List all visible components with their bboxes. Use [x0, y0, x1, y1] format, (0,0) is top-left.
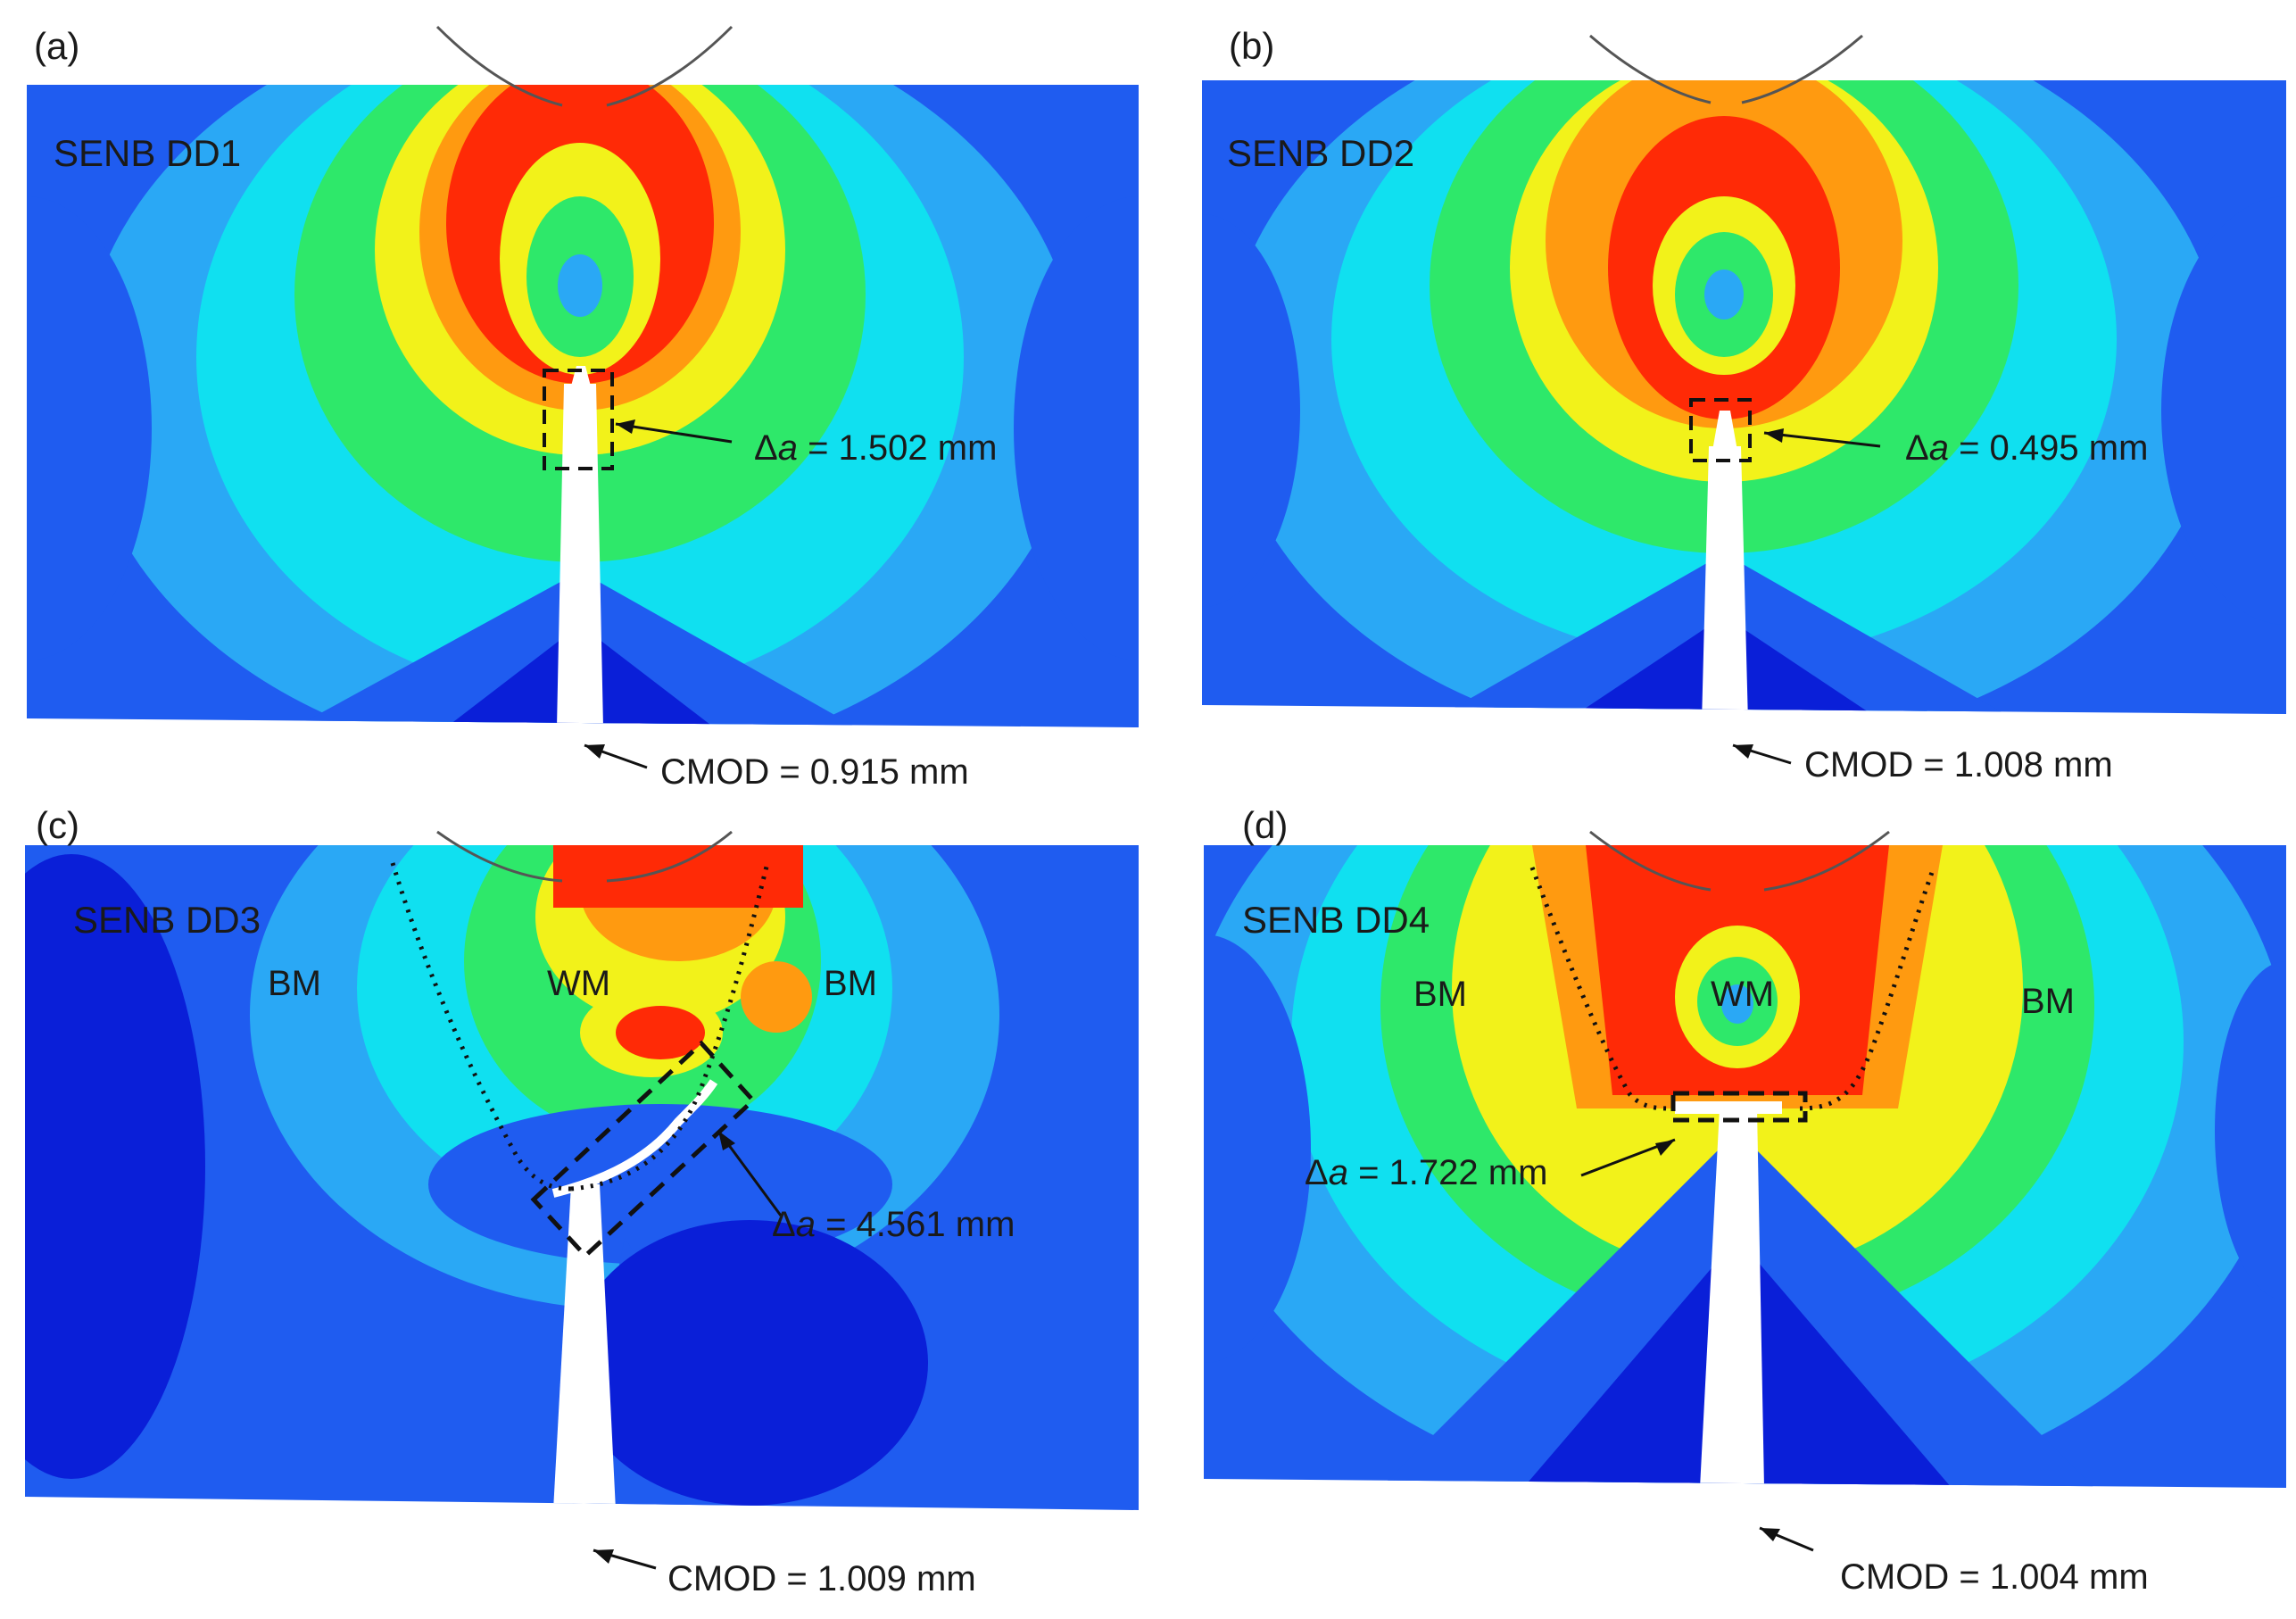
- delta-symbol: Δ: [1905, 428, 1929, 468]
- region-label-weld-metal: WM: [547, 964, 611, 1003]
- crack-box-d: [1670, 1091, 1808, 1123]
- roller-left: [1589, 34, 1712, 104]
- delta-variable: a: [795, 1205, 816, 1244]
- panel-tag: (d): [1242, 804, 1289, 846]
- fusion-line-left: [390, 862, 572, 1191]
- roller-right: [1741, 34, 1863, 104]
- delta-value: = 0.495 mm: [1948, 428, 2149, 468]
- delta-value: = 4.561 mm: [815, 1205, 1015, 1244]
- cmod-label: CMOD = 1.009 mm: [667, 1559, 976, 1598]
- specimen-label: SENB DD4: [1242, 899, 1430, 941]
- contour-plot-a: [27, 25, 1139, 769]
- crack-box-b: [1689, 398, 1752, 462]
- panel-d: (d) SENB DD4 BM WM BM Δa = 1.722 mm CMOD…: [1148, 804, 2296, 1619]
- roller-right: [606, 25, 734, 107]
- roller-right: [1763, 830, 1890, 892]
- arrow-delta-a: [615, 422, 733, 444]
- specimen-label: SENB DD2: [1227, 132, 1415, 174]
- cmod-label: CMOD = 1.004 mm: [1840, 1557, 2149, 1597]
- specimen-label: SENB DD1: [54, 132, 242, 174]
- delta-variable: a: [1928, 428, 1949, 468]
- region-label-base-metal-right: BM: [2021, 982, 2075, 1021]
- panel-a: (a) SENB DD1 Δa = 1.502 mm CMOD = 0.915 …: [0, 0, 1148, 810]
- crack-box-a: [543, 369, 614, 470]
- arrow-delta-b: [1763, 431, 1881, 448]
- contour-plot-d: [1204, 830, 2286, 1552]
- delta-variable: a: [1328, 1153, 1348, 1192]
- delta-symbol: Δ: [772, 1205, 796, 1244]
- roller-left: [435, 25, 563, 107]
- roller-left: [436, 830, 563, 883]
- cmod-label: CMOD = 0.915 mm: [660, 752, 969, 792]
- panel-c: (c) SENB DD3 BM WM BM Δa = 4.561 mm CMOD…: [0, 804, 1148, 1619]
- region-label-weld-metal: WM: [1711, 975, 1775, 1014]
- region-label-base-metal-left: BM: [268, 964, 321, 1003]
- panel-b: (b) SENB DD2 Δa = 0.495 mm CMOD = 1.008 …: [1148, 0, 2296, 810]
- delta-value: = 1.722 mm: [1347, 1153, 1548, 1192]
- crack-extension-label: Δa = 1.722 mm: [1305, 1153, 1547, 1193]
- delta-variable: a: [777, 428, 798, 468]
- panel-tag: (a): [34, 25, 80, 67]
- contour-plot-b: [1202, 34, 2286, 765]
- delta-value: = 1.502 mm: [797, 428, 998, 468]
- cmod-label: CMOD = 1.008 mm: [1804, 745, 2113, 785]
- crack-extension-label: Δa = 4.561 mm: [772, 1205, 1015, 1245]
- delta-symbol: Δ: [754, 428, 778, 468]
- specimen-label: SENB DD3: [73, 899, 261, 941]
- roller-right: [606, 830, 733, 883]
- contour-plot-c: [25, 830, 1139, 1570]
- crack-extension-label: Δa = 0.495 mm: [1905, 428, 2148, 469]
- crack-extension-label: Δa = 1.502 mm: [754, 428, 997, 469]
- roller-left: [1589, 830, 1712, 892]
- delta-symbol: Δ: [1305, 1153, 1329, 1192]
- panel-tag: (b): [1229, 25, 1275, 67]
- crack-box-c: [530, 1040, 757, 1259]
- region-label-base-metal-left: BM: [1413, 975, 1467, 1014]
- region-label-base-metal-right: BM: [824, 964, 877, 1003]
- panel-tag: (c): [36, 804, 79, 846]
